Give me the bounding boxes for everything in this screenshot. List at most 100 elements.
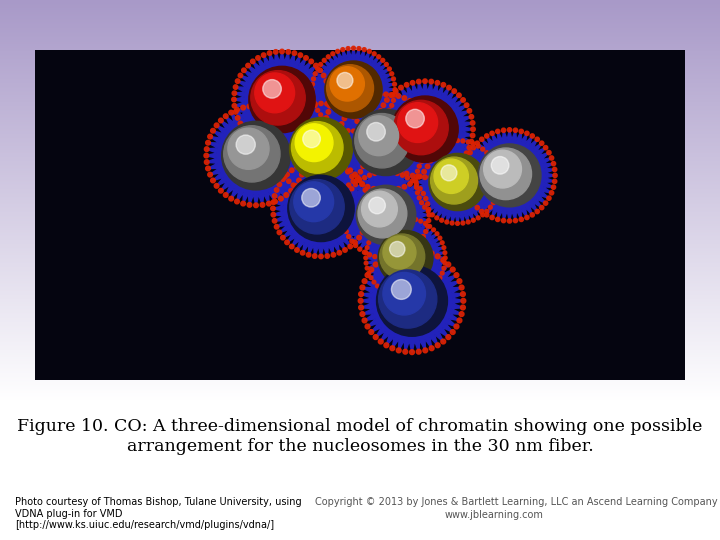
Bar [0,135,720,136]
Bar [0,52,720,53]
Circle shape [445,140,449,144]
Bar [0,51,720,52]
Circle shape [362,127,366,132]
Circle shape [274,153,278,157]
Bar [0,24,720,25]
Bar [0,277,720,278]
Bar [0,356,720,357]
Bar [0,298,720,299]
Circle shape [235,199,239,204]
Bar [0,201,720,202]
Circle shape [414,218,418,221]
Bar [0,21,720,22]
Bar [0,72,720,73]
Circle shape [404,217,408,220]
Bar [0,249,720,250]
Bar [0,127,720,128]
Circle shape [342,116,346,120]
Circle shape [366,200,371,205]
Bar [0,317,720,318]
Circle shape [426,116,430,120]
Circle shape [302,140,306,145]
Circle shape [405,171,409,176]
Bar [0,379,720,380]
Circle shape [422,170,426,174]
Bar [0,158,720,159]
Circle shape [462,173,466,178]
Circle shape [464,103,469,107]
Circle shape [469,139,474,144]
Bar [0,89,720,90]
Circle shape [300,162,305,166]
Bar [0,345,720,346]
Circle shape [235,107,239,112]
Circle shape [416,79,421,84]
Circle shape [232,97,236,102]
Circle shape [372,52,376,56]
Bar [0,124,720,125]
Circle shape [354,178,359,183]
Bar [0,149,720,150]
Bar [0,199,720,200]
Circle shape [325,254,330,258]
Bar [0,172,720,173]
Bar [0,12,720,13]
Circle shape [362,176,366,180]
Circle shape [289,188,294,193]
Circle shape [343,248,347,252]
Circle shape [432,140,436,145]
Circle shape [287,179,291,184]
Circle shape [319,102,323,106]
Bar [0,1,720,2]
Circle shape [426,210,430,213]
Circle shape [454,324,459,329]
Circle shape [392,98,395,102]
Bar [0,312,720,313]
Circle shape [423,291,427,294]
Circle shape [519,217,523,221]
Polygon shape [342,171,430,259]
Bar [0,383,720,384]
Bar [0,240,720,241]
Bar [0,399,720,400]
Circle shape [360,98,364,103]
Bar [0,34,720,35]
Bar [0,208,720,209]
Bar [0,165,720,166]
Bar [0,388,720,389]
Circle shape [346,183,351,187]
Circle shape [388,293,392,296]
Circle shape [319,158,323,163]
Circle shape [379,225,383,228]
Circle shape [539,141,544,145]
Bar [0,234,720,235]
Circle shape [424,197,428,200]
Circle shape [468,151,472,155]
Circle shape [408,182,413,186]
Circle shape [341,186,346,191]
Circle shape [552,179,557,184]
Circle shape [475,205,480,210]
Bar [0,173,720,174]
Bar [0,32,720,33]
Bar [0,328,720,329]
Circle shape [478,144,541,207]
Circle shape [435,232,439,235]
Bar [0,56,720,57]
Bar [0,220,720,221]
Circle shape [394,89,398,93]
Bar [0,74,720,75]
Circle shape [313,192,318,197]
Bar [0,362,720,363]
Bar [0,358,720,359]
Bar [0,387,720,388]
Circle shape [416,174,421,179]
Circle shape [432,284,436,288]
Circle shape [313,102,318,106]
Circle shape [255,73,294,113]
Bar [0,73,720,74]
Circle shape [367,271,371,275]
Circle shape [403,247,408,252]
Circle shape [418,196,421,200]
Circle shape [359,305,364,310]
